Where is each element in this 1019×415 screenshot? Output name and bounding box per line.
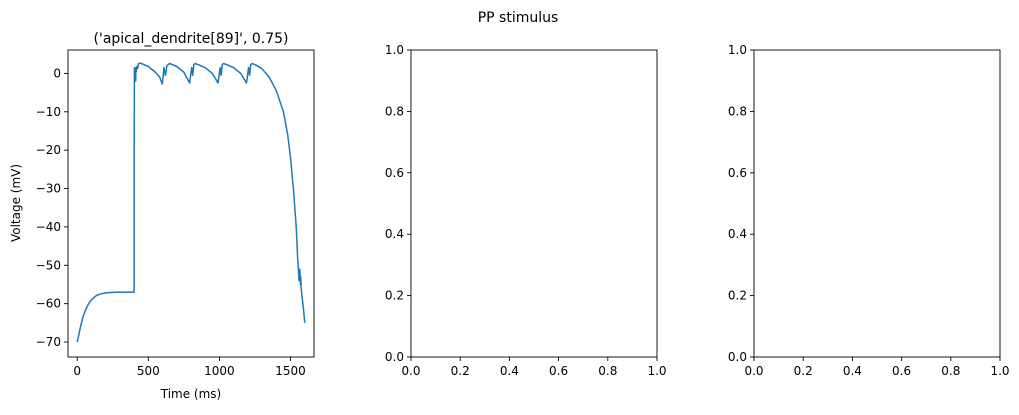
x-tick-label: 1.0 [990,364,1009,378]
y-tick-label: 1.0 [385,43,404,57]
x-tick-label: 0.8 [941,364,960,378]
x-tick-label: 0 [73,364,81,378]
y-tick-label: −20 [36,143,61,157]
x-tick-label: 0.2 [794,364,813,378]
x-axis-label: Time (ms) [160,387,222,401]
x-tick-label: 1.0 [647,364,666,378]
y-ticks: 0.0 0.2 0.4 0.6 0.8 1.0 [728,43,754,364]
x-ticks: 0.0 0.2 0.4 0.6 0.8 1.0 [401,357,667,378]
x-tick-label: 0.8 [598,364,617,378]
y-ticks: 0 −10 −20 −30 −40 −50 −60 −70 [36,66,68,349]
y-tick-label: 0.0 [728,350,747,364]
axes-frame [753,49,1001,358]
y-tick-label: 0.6 [728,166,747,180]
x-ticks: 0 500 1000 1500 [73,357,306,378]
y-tick-label: 0.0 [385,350,404,364]
x-tick-label: 500 [137,364,160,378]
y-axis-label: Voltage (mV) [9,164,23,242]
x-tick-label: 0.2 [451,364,470,378]
y-tick-label: −60 [36,297,61,311]
x-tick-label: 0.6 [892,364,911,378]
y-tick-label: −30 [36,182,61,196]
y-tick-label: 0.4 [385,227,404,241]
x-tick-label: 0.0 [744,364,763,378]
y-tick-label: 0.4 [728,227,747,241]
y-ticks: 0.0 0.2 0.4 0.6 0.8 1.0 [385,43,411,364]
axes-frame [410,49,658,358]
x-tick-label: 1000 [204,364,235,378]
x-tick-label: 0.0 [401,364,420,378]
x-tick-label: 0.4 [843,364,862,378]
voltage-trace-axes: 0 500 1000 1500 0 −10 −20 −30 −40 −50 −60 −70 ('ap… [9,31,315,401]
x-tick-label: 0.4 [500,364,519,378]
y-tick-label: 0.2 [728,289,747,303]
y-tick-label: 0 [53,66,61,80]
y-tick-label: 0.8 [728,104,747,118]
x-tick-label: 0.6 [549,364,568,378]
axes-title: ('apical_dendrite[89]', 0.75) [94,31,289,47]
axes-frame [67,49,315,358]
y-tick-label: 0.8 [385,104,404,118]
x-tick-label: 1500 [275,364,306,378]
y-tick-label: −40 [36,220,61,234]
empty-axes-right: 0.0 0.2 0.4 0.6 0.8 1.0 0.0 0.2 0.4 0.6 0.8 1.0 [728,43,1010,378]
y-tick-label: 0.2 [385,289,404,303]
y-tick-label: −70 [36,335,61,349]
figure-suptitle: PP stimulus [478,10,559,26]
x-ticks: 0.0 0.2 0.4 0.6 0.8 1.0 [744,357,1010,378]
voltage-trace-line [76,62,306,343]
empty-axes-middle: 0.0 0.2 0.4 0.6 0.8 1.0 0.0 0.2 0.4 0.6 0.8 1.0 [385,43,667,378]
y-tick-label: −10 [36,105,61,119]
y-tick-label: 0.6 [385,166,404,180]
y-tick-label: −50 [36,258,61,272]
y-tick-label: 1.0 [728,43,747,57]
